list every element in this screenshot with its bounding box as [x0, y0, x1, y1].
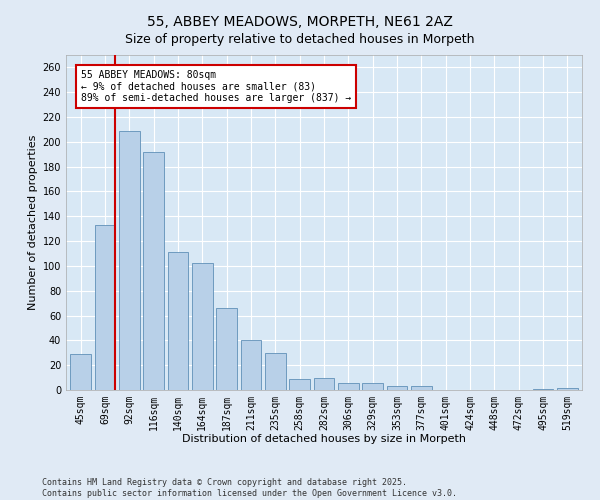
- X-axis label: Distribution of detached houses by size in Morpeth: Distribution of detached houses by size …: [182, 434, 466, 444]
- Y-axis label: Number of detached properties: Number of detached properties: [28, 135, 38, 310]
- Bar: [386, 386, 407, 390]
- Bar: [265, 353, 286, 390]
- Bar: [411, 386, 432, 390]
- Bar: [216, 308, 237, 390]
- Text: 55, ABBEY MEADOWS, MORPETH, NE61 2AZ: 55, ABBEY MEADOWS, MORPETH, NE61 2AZ: [147, 15, 453, 29]
- Bar: [70, 354, 91, 390]
- Bar: [338, 382, 359, 390]
- Bar: [557, 388, 578, 390]
- Bar: [289, 379, 310, 390]
- Bar: [362, 382, 383, 390]
- Text: Size of property relative to detached houses in Morpeth: Size of property relative to detached ho…: [125, 32, 475, 46]
- Bar: [95, 225, 115, 390]
- Bar: [167, 252, 188, 390]
- Bar: [119, 130, 140, 390]
- Text: 55 ABBEY MEADOWS: 80sqm
← 9% of detached houses are smaller (83)
89% of semi-det: 55 ABBEY MEADOWS: 80sqm ← 9% of detached…: [81, 70, 352, 103]
- Bar: [533, 389, 553, 390]
- Bar: [314, 378, 334, 390]
- Bar: [143, 152, 164, 390]
- Text: Contains HM Land Registry data © Crown copyright and database right 2025.
Contai: Contains HM Land Registry data © Crown c…: [42, 478, 457, 498]
- Bar: [192, 264, 212, 390]
- Bar: [241, 340, 262, 390]
